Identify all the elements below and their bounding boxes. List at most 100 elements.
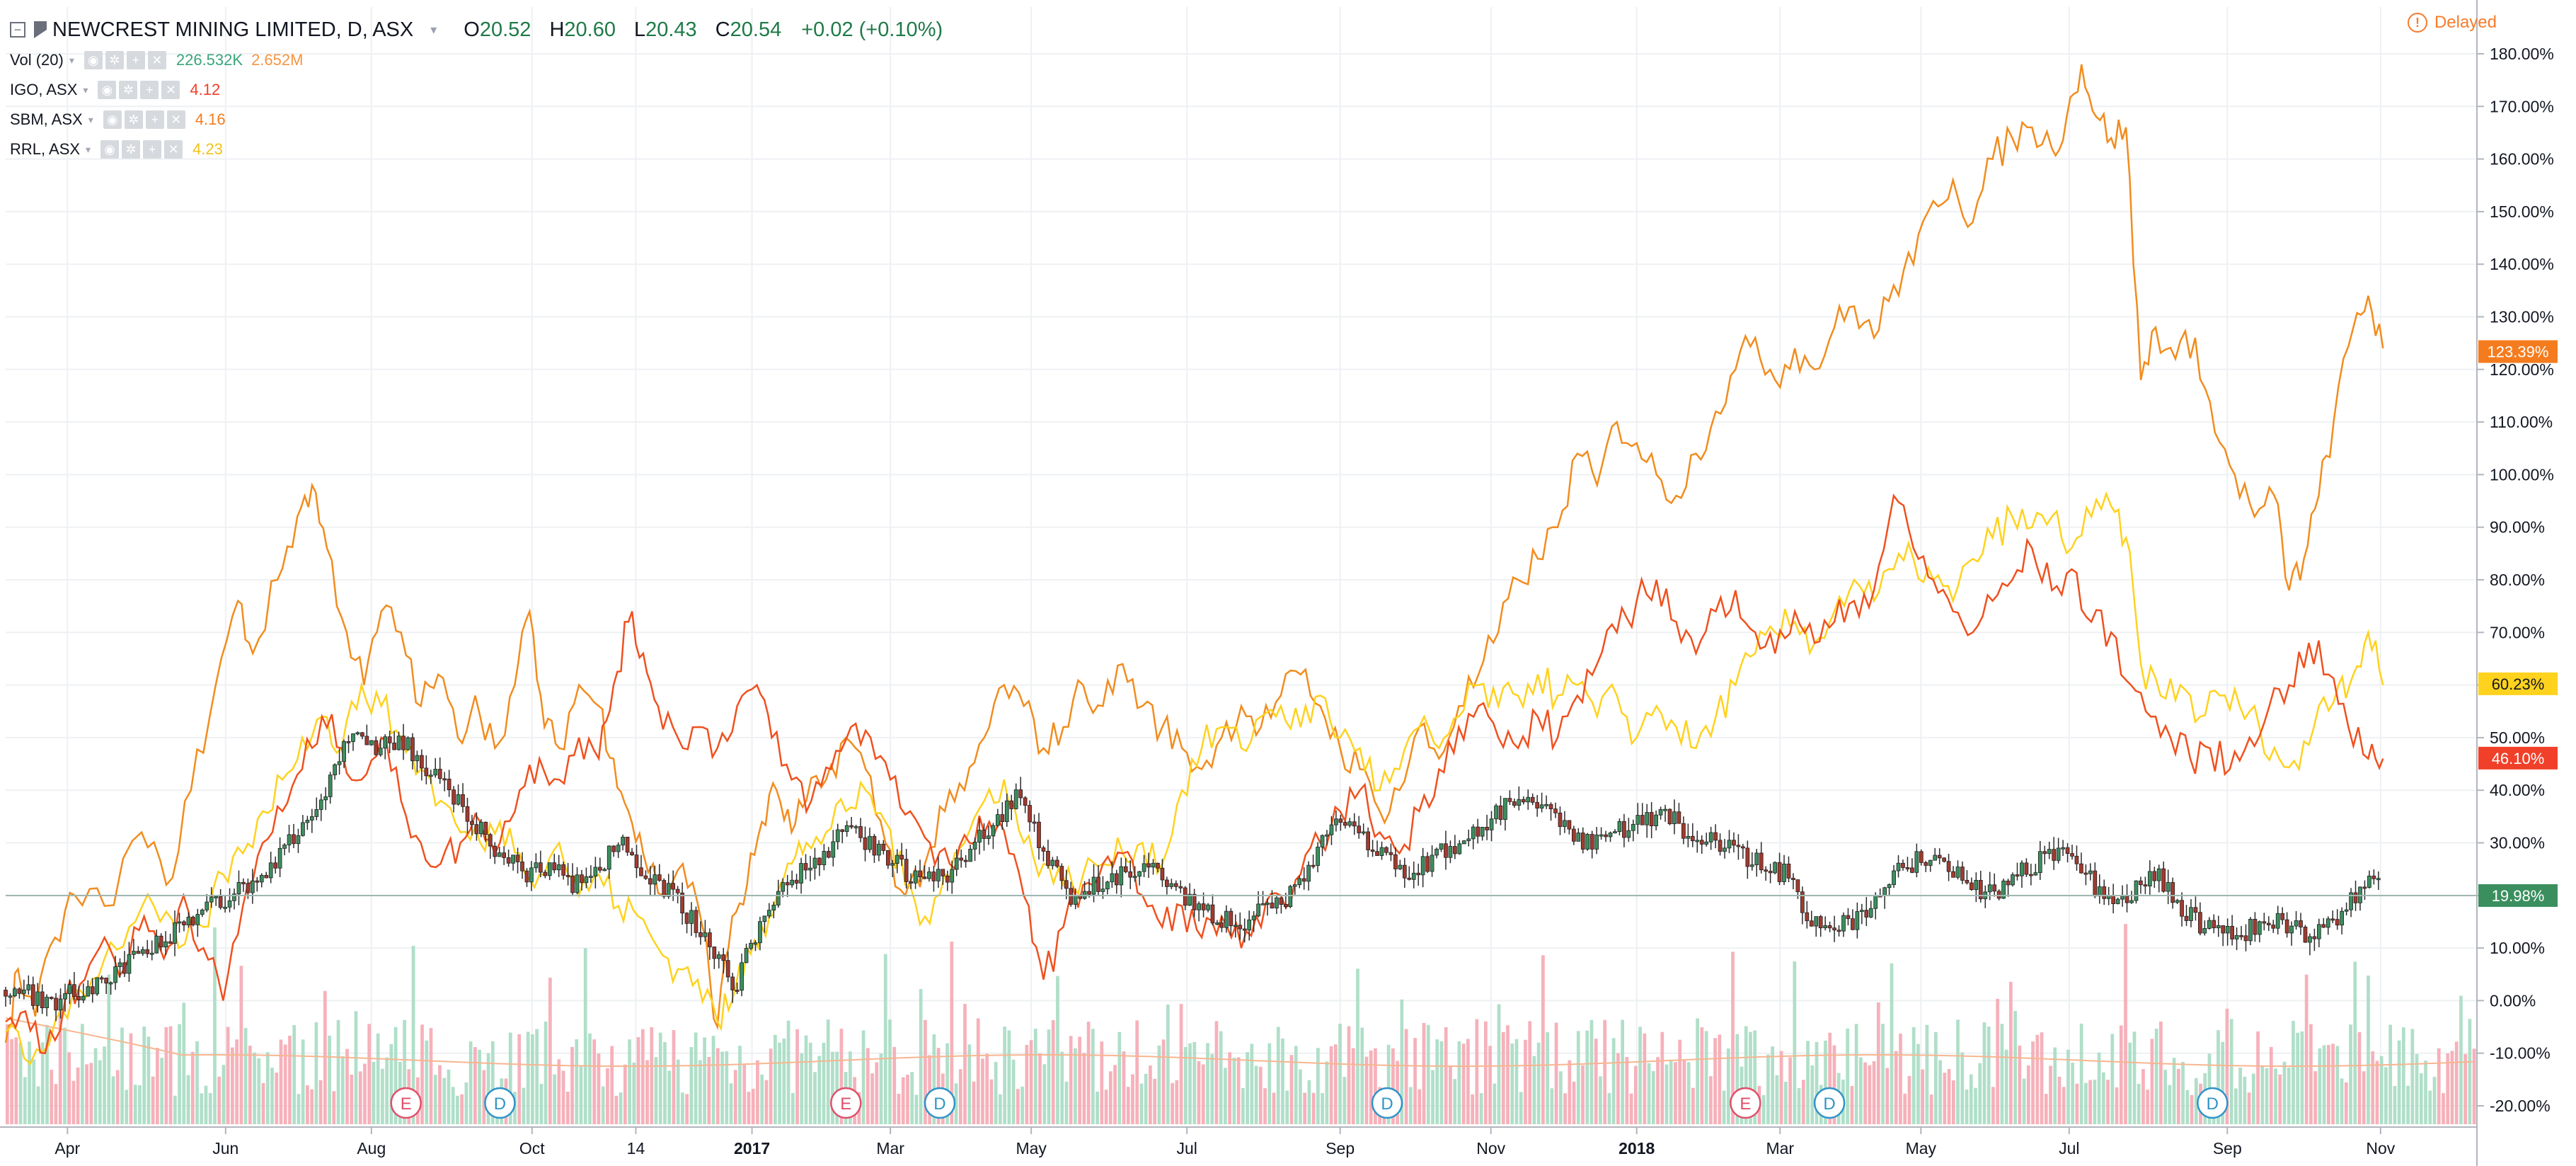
volume-bar-up [1536, 1042, 1541, 1124]
close-icon[interactable]: ✕ [161, 81, 180, 99]
volume-bar-down [1876, 1002, 1880, 1124]
candle-up [406, 737, 410, 750]
volume-bar-up [257, 1058, 261, 1124]
candle-down [712, 947, 717, 959]
candle-down [1366, 831, 1370, 850]
candle-down [1338, 818, 1343, 823]
volume-bar-down [715, 1048, 720, 1124]
volume-bar-down [707, 1057, 711, 1124]
volume-bar-up [1439, 1041, 1444, 1124]
volume-bar-down [1126, 1087, 1130, 1124]
volume-bar-up [1117, 1031, 1122, 1124]
volume-bar-down [1616, 1053, 1620, 1124]
candle-down [657, 874, 662, 881]
candle-up [1132, 876, 1137, 879]
candle-up [497, 852, 502, 857]
volume-bar-up [2194, 1078, 2198, 1124]
plus-icon[interactable]: + [145, 110, 164, 129]
volume-bar-up [270, 1068, 274, 1124]
eye-icon[interactable]: ◉ [103, 110, 122, 129]
volume-bar-up [2410, 1029, 2415, 1124]
volume-bar-up [2154, 1029, 2158, 1124]
plus-icon[interactable]: + [143, 140, 162, 159]
volume-bar-down [1991, 1087, 1995, 1124]
chevron-down-icon[interactable]: ▾ [86, 143, 91, 155]
chevron-down-icon[interactable]: ▾ [430, 22, 437, 37]
compare-name[interactable]: RRL, ASX [10, 140, 81, 158]
candle-down [401, 736, 406, 750]
candle-down [1942, 857, 1946, 862]
volume-bar-down [345, 1048, 349, 1124]
gear-icon[interactable]: ✲ [105, 51, 124, 69]
candle-down [2284, 919, 2289, 934]
eye-icon[interactable]: ◉ [98, 81, 117, 99]
y-tick-label: 130.00% [2490, 308, 2554, 326]
gear-icon[interactable]: ✲ [122, 140, 141, 159]
symbol-title[interactable]: NEWCREST MINING LIMITED, D, ASX [52, 18, 414, 41]
volume-bar-down [1894, 1051, 1898, 1124]
plus-icon[interactable]: + [140, 81, 159, 99]
volume-bar-down [1228, 1052, 1232, 1124]
volume-bar-down [795, 1029, 799, 1124]
candle-up [396, 736, 401, 750]
collapse-icon[interactable]: − [10, 22, 25, 38]
volume-bar-up [1479, 1093, 1483, 1124]
candle-down [872, 835, 877, 856]
candle-up [1873, 895, 1878, 909]
candle-down [1393, 854, 1398, 869]
candle-down [1160, 867, 1165, 881]
candle-up [1471, 826, 1476, 840]
chevron-down-icon[interactable]: ▾ [69, 54, 74, 66]
close-icon[interactable]: ✕ [164, 140, 183, 159]
volume-bar-down [2044, 1094, 2048, 1124]
candle-up [45, 997, 49, 1009]
chevron-down-icon[interactable]: ▾ [88, 113, 93, 125]
volume-bar-up [63, 1027, 67, 1124]
eye-icon[interactable]: ◉ [100, 140, 120, 159]
eye-icon[interactable]: ◉ [84, 51, 103, 69]
candle-up [2248, 919, 2253, 942]
candle-down [255, 880, 260, 883]
volume-study-name[interactable]: Vol (20) [10, 51, 64, 69]
candle-down [858, 826, 863, 838]
volume-bar-up [200, 1093, 204, 1124]
plus-icon[interactable]: + [126, 51, 145, 69]
chevron-down-icon[interactable]: ▾ [83, 84, 88, 96]
delayed-badge[interactable]: ! Delayed [2407, 13, 2497, 33]
volume-bar-down [928, 1055, 931, 1124]
volume-bar-up [2216, 1030, 2220, 1124]
volume-bar-down [1135, 1020, 1139, 1124]
candle-down [899, 855, 904, 859]
volume-bar-down [1364, 1056, 1369, 1124]
candle-down [708, 932, 712, 947]
volume-bar-up [1457, 1041, 1461, 1124]
volume-ma-value: 2.652M [251, 51, 304, 69]
candle-up [1955, 867, 1960, 878]
close-icon[interactable]: ✕ [166, 110, 185, 129]
volume-bar-down [460, 1094, 464, 1124]
candle-up [996, 814, 1000, 826]
last-value-labels: 123.39% 60.23% 46.10% 19.98% [2478, 340, 2558, 907]
volume-bar-down [420, 1024, 424, 1124]
volume-bar-up [456, 1095, 459, 1124]
candle-up [277, 847, 282, 869]
volume-bar-up [2318, 1048, 2322, 1124]
gear-icon[interactable]: ✲ [124, 110, 143, 129]
flag-icon[interactable] [34, 21, 47, 38]
gear-icon[interactable]: ✲ [119, 81, 138, 99]
volume-bar-down [54, 1084, 58, 1124]
volume-bar-down [1951, 1080, 1955, 1124]
volume-bar-up [1144, 1073, 1148, 1124]
volume-bar-up [1431, 1070, 1434, 1124]
volume-bar-down [2040, 1032, 2044, 1124]
candle-down [1041, 847, 1046, 852]
compare-name[interactable]: IGO, ASX [10, 81, 78, 98]
volume-bar-up [208, 1092, 212, 1124]
candle-up [1297, 878, 1302, 886]
close-icon[interactable]: ✕ [147, 51, 166, 69]
volume-bar-up [1558, 1071, 1563, 1124]
candle-down [885, 850, 890, 866]
compare-name[interactable]: SBM, ASX [10, 110, 83, 128]
